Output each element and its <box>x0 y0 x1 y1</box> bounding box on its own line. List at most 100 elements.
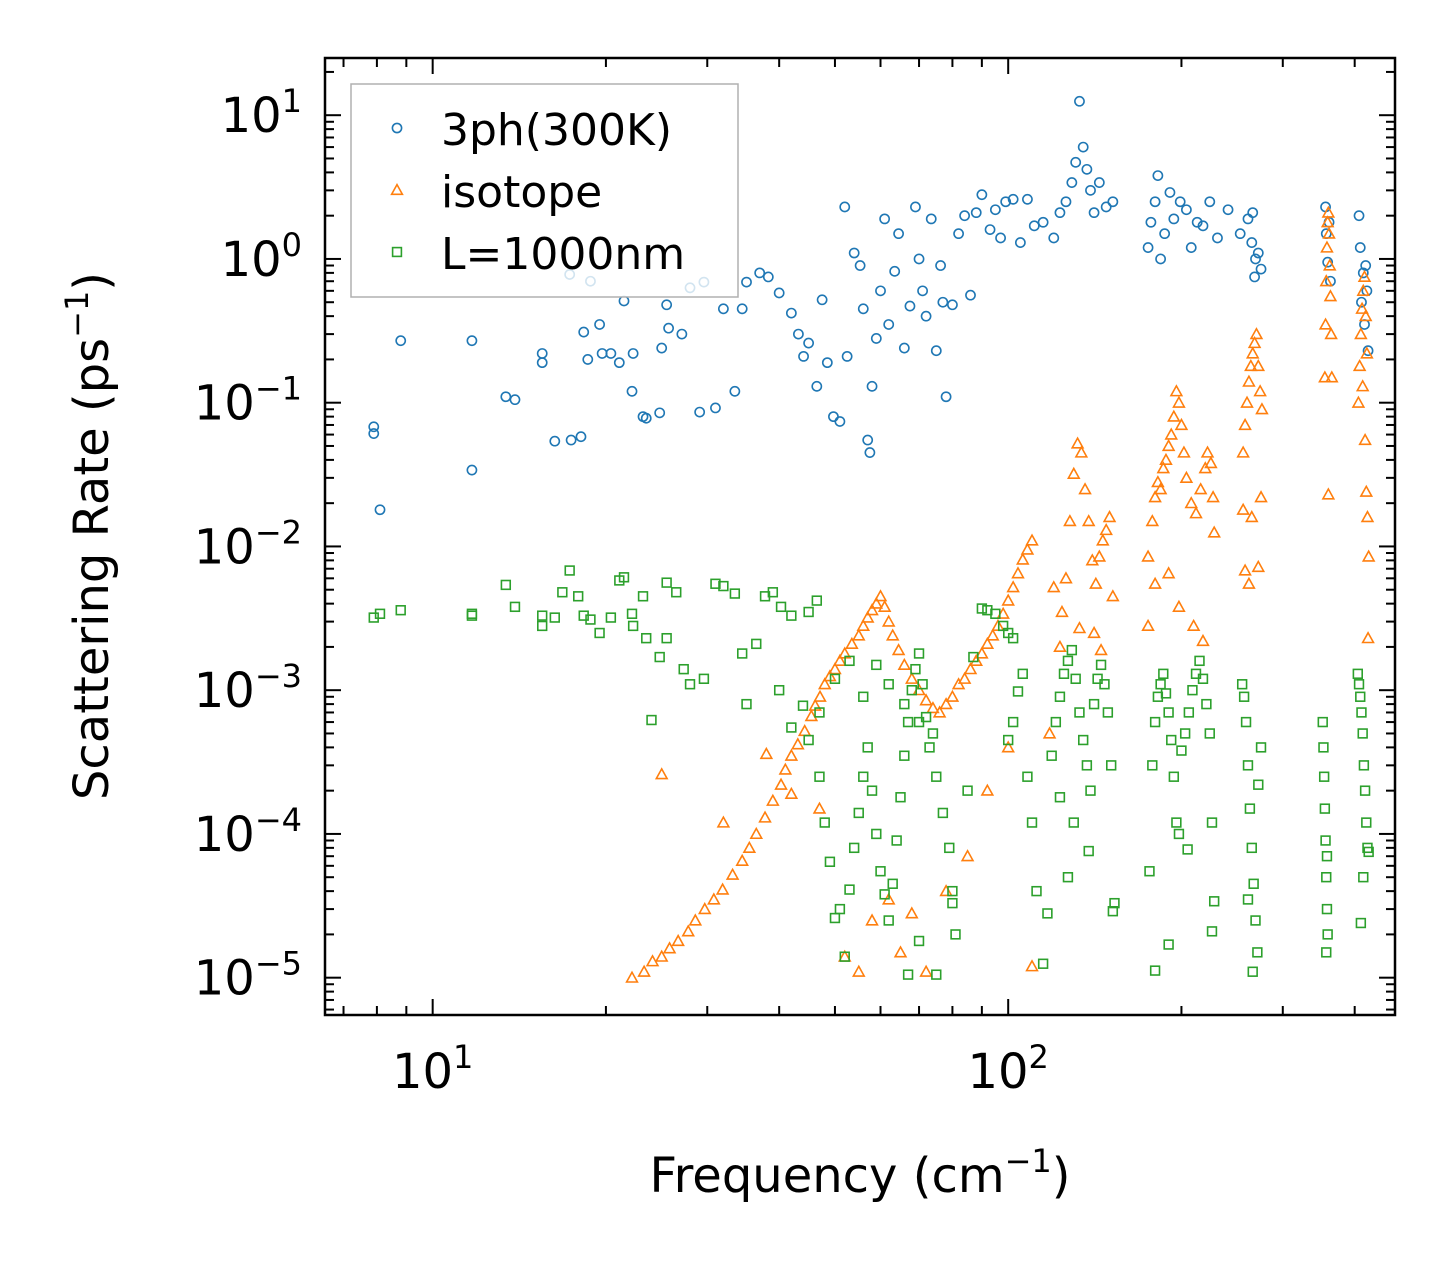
legend: 3ph(300K) isotope L=1000nm <box>350 83 739 298</box>
data-point <box>980 636 995 649</box>
data-point <box>684 679 696 690</box>
data-point <box>828 662 842 675</box>
data-point <box>1037 216 1049 228</box>
data-point <box>834 416 846 427</box>
data-point <box>681 924 695 937</box>
data-point <box>1355 301 1369 314</box>
data-point <box>1321 850 1333 862</box>
legend-label: isotope <box>441 167 602 218</box>
data-point <box>676 328 688 340</box>
data-point <box>917 679 928 690</box>
legend-label: L=1000nm <box>441 229 685 280</box>
data-point <box>1058 668 1070 680</box>
data-point <box>1322 256 1334 268</box>
data-point <box>1074 95 1085 107</box>
data-point <box>1046 750 1057 761</box>
data-point <box>1321 903 1333 915</box>
data-point <box>654 767 669 780</box>
data-point <box>1001 593 1015 606</box>
data-point <box>871 659 882 671</box>
data-point <box>1164 187 1176 198</box>
data-point <box>1006 580 1020 593</box>
data-point <box>1072 621 1087 634</box>
data-point <box>605 348 617 359</box>
data-point <box>829 673 841 685</box>
data-point <box>852 964 866 977</box>
data-point <box>1206 817 1218 828</box>
data-point <box>374 608 386 619</box>
data-point <box>625 970 639 983</box>
data-point <box>980 783 995 796</box>
data-point <box>710 578 721 589</box>
data-point <box>1074 445 1089 458</box>
data-point <box>1037 958 1049 969</box>
data-point <box>1184 496 1199 509</box>
data-point <box>947 299 958 311</box>
data-point <box>920 310 932 322</box>
data-point <box>824 856 836 867</box>
y-tick-label: 10−5 <box>194 945 302 1007</box>
data-point <box>1099 679 1110 690</box>
data-point <box>891 835 902 846</box>
data-point <box>1356 283 1371 296</box>
data-point <box>969 653 984 666</box>
data-point <box>1247 966 1258 977</box>
data-point <box>913 253 925 265</box>
data-point <box>945 689 960 702</box>
data-point <box>883 679 894 690</box>
data-point <box>778 762 793 775</box>
data-point <box>1180 204 1192 216</box>
data-point <box>844 884 855 895</box>
plot-frame <box>323 56 1397 1017</box>
data-point <box>940 391 952 403</box>
data-point <box>1066 644 1078 656</box>
data-point <box>1322 929 1333 940</box>
data-point <box>1357 728 1368 739</box>
data-point <box>879 213 891 225</box>
data-point <box>1249 327 1264 340</box>
data-point <box>1252 947 1263 958</box>
data-point <box>968 651 979 663</box>
legend-box <box>350 83 739 298</box>
data-point <box>1360 260 1372 271</box>
data-point <box>736 303 748 315</box>
data-point <box>1107 906 1119 917</box>
data-point <box>1152 170 1164 182</box>
data-point <box>1060 196 1072 208</box>
data-point <box>1001 740 1015 753</box>
data-point <box>844 655 855 667</box>
data-point <box>1025 959 1039 972</box>
data-point <box>1193 482 1208 495</box>
data-point <box>582 354 594 365</box>
data-point <box>1242 894 1254 905</box>
data-point <box>775 601 787 613</box>
legend-entry: L=1000nm <box>391 229 685 280</box>
y-tick-label: 10−1 <box>194 370 302 432</box>
data-point <box>1360 510 1375 523</box>
data-point <box>875 285 886 297</box>
data-point <box>1238 563 1252 576</box>
data-point <box>637 411 649 423</box>
data-point <box>1250 253 1261 265</box>
data-point <box>1322 258 1337 271</box>
data-point <box>1196 633 1210 647</box>
data-point <box>913 935 925 947</box>
data-point <box>466 335 478 347</box>
data-point <box>1174 417 1189 431</box>
data-point <box>1020 542 1035 555</box>
data-point <box>1240 395 1254 408</box>
data-point <box>1247 207 1259 219</box>
data-point <box>1147 760 1158 771</box>
data-point <box>729 385 741 397</box>
data-point <box>860 610 875 623</box>
data-point <box>889 265 901 277</box>
data-point <box>816 294 828 306</box>
data-point <box>905 906 919 919</box>
data-point <box>758 810 772 823</box>
data-point <box>742 840 757 853</box>
data-point <box>767 587 779 598</box>
data-point <box>1163 707 1174 718</box>
data-point <box>1168 771 1180 782</box>
data-point <box>1204 728 1215 739</box>
data-point <box>626 385 638 397</box>
